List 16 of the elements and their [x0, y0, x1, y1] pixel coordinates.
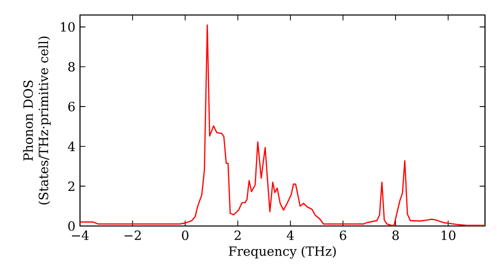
- x-tick-label: 2: [234, 230, 241, 240]
- y-tick-label: 0: [68, 221, 75, 231]
- y-axis-title: Phonon DOS (States/THz·primitive cell): [23, 36, 51, 204]
- x-tick-label: −4: [72, 230, 89, 240]
- x-tick-label: 0: [182, 230, 188, 240]
- x-tick-label: 10: [442, 230, 456, 240]
- y-tick-label: 8: [68, 62, 75, 72]
- x-tick-label: −2: [124, 230, 141, 240]
- x-tick-label: 6: [340, 230, 346, 240]
- x-tick-label: 4: [286, 230, 294, 240]
- x-axis-title: Frequency (THz): [228, 246, 336, 259]
- x-tick-label: 8: [392, 230, 399, 240]
- y-tick-label: 2: [68, 181, 74, 191]
- y-tick-label: 10: [60, 22, 75, 32]
- y-tick-label: 6: [68, 102, 75, 112]
- y-tick-label: 4: [68, 142, 75, 152]
